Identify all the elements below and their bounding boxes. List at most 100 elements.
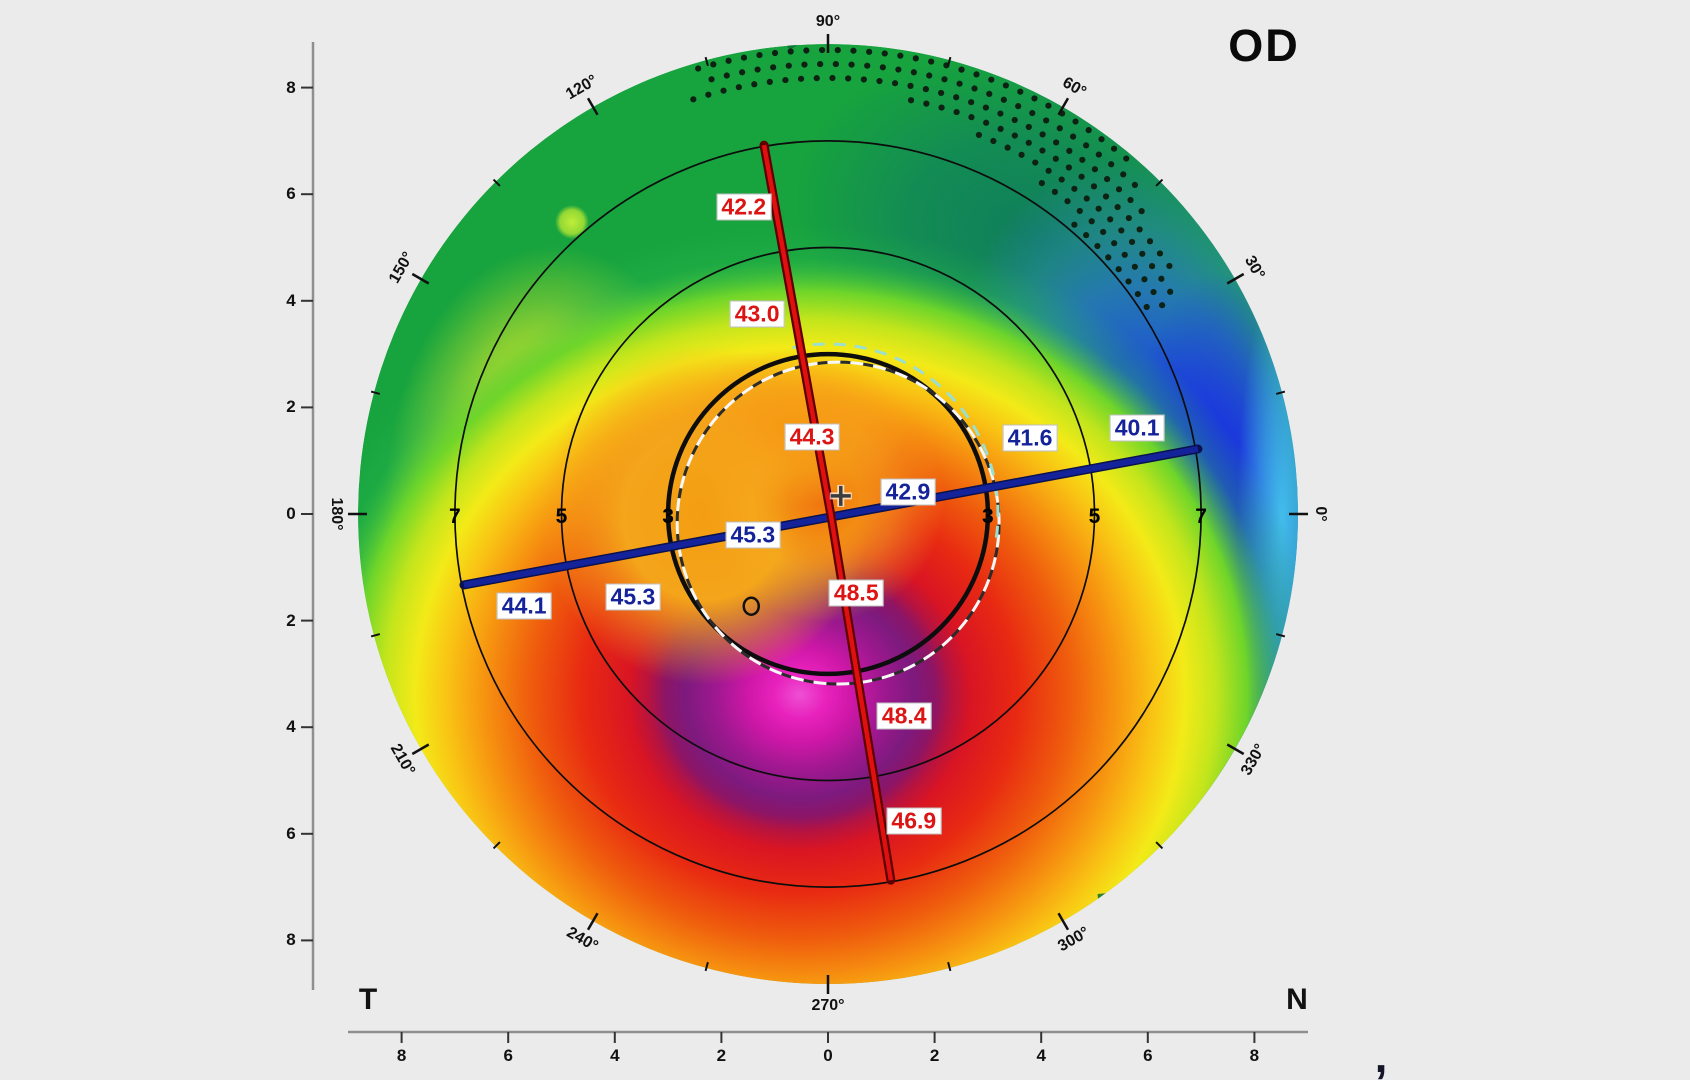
extrapolation-dot bbox=[895, 66, 902, 73]
extrapolation-dot bbox=[1039, 131, 1046, 138]
extrapolation-dot bbox=[751, 81, 758, 88]
extrapolation-dot bbox=[1095, 205, 1102, 212]
extrapolation-dot bbox=[1018, 151, 1025, 158]
extrapolation-dot bbox=[1053, 139, 1060, 146]
extrapolation-dot bbox=[910, 69, 917, 76]
extrapolation-dot bbox=[1115, 266, 1122, 273]
extrapolation-dot bbox=[1118, 227, 1125, 234]
extrapolation-dot bbox=[1094, 242, 1101, 250]
extrapolation-dot bbox=[860, 76, 867, 83]
angle-tick-60 bbox=[1057, 97, 1070, 116]
extrapolation-dot bbox=[770, 64, 777, 71]
extrapolation-dot bbox=[1069, 133, 1077, 140]
extrapolation-dot bbox=[1045, 102, 1052, 109]
zone-ring-7mm bbox=[454, 140, 1202, 888]
extrapolation-dot bbox=[1088, 218, 1095, 225]
pupil-dash-white bbox=[675, 360, 1001, 686]
extrapolation-dot bbox=[1120, 171, 1127, 178]
angle-tick-120 bbox=[586, 97, 599, 116]
extrapolation-dot bbox=[956, 80, 963, 87]
extrapolation-dot bbox=[1141, 276, 1148, 283]
extrapolation-dot bbox=[881, 50, 888, 57]
extrapolation-dot bbox=[973, 71, 980, 78]
extrapolation-dot bbox=[1131, 181, 1138, 188]
extrapolation-dot bbox=[797, 75, 805, 82]
extrapolation-dot bbox=[1025, 123, 1032, 131]
extrapolation-dot bbox=[705, 91, 712, 98]
extrapolation-dot bbox=[1102, 193, 1110, 200]
extrapolation-dot bbox=[1131, 263, 1138, 270]
extrapolation-dot bbox=[1043, 117, 1050, 124]
extrapolation-dot bbox=[720, 87, 727, 94]
extrapolation-dot bbox=[997, 110, 1004, 117]
extrapolation-dot bbox=[801, 61, 808, 68]
extrapolated-data-dots bbox=[690, 46, 1174, 311]
extrapolation-dot bbox=[1090, 183, 1098, 190]
extrapolation-dot bbox=[1029, 109, 1036, 117]
extrapolation-dot bbox=[1146, 238, 1154, 245]
extrapolation-dot bbox=[818, 46, 826, 54]
extrapolation-dot bbox=[829, 74, 836, 82]
extrapolation-dot bbox=[1058, 176, 1065, 183]
extrapolation-dot bbox=[975, 131, 982, 139]
extrapolation-dot bbox=[1098, 136, 1105, 143]
steep-meridian-line bbox=[761, 144, 894, 881]
extrapolation-dot bbox=[1139, 250, 1146, 257]
extrapolation-dot bbox=[834, 47, 841, 54]
meridian-lines bbox=[459, 140, 1203, 885]
extrapolation-dot bbox=[1052, 155, 1059, 162]
extrapolation-dot bbox=[771, 49, 779, 57]
extrapolation-dot bbox=[1000, 96, 1007, 103]
extrapolation-dot bbox=[1045, 167, 1052, 174]
extrapolation-dot bbox=[997, 125, 1004, 133]
extrapolation-dot bbox=[1121, 251, 1128, 258]
angle-tick-345 bbox=[1275, 633, 1286, 638]
angle-tick-330 bbox=[1226, 743, 1245, 756]
extrapolation-dot bbox=[1148, 263, 1156, 270]
extrapolation-dot bbox=[1085, 127, 1092, 134]
extrapolation-dot bbox=[845, 75, 852, 82]
extrapolation-dot bbox=[907, 97, 915, 104]
extrapolation-dot bbox=[926, 72, 933, 79]
curvature-color-field bbox=[358, 44, 1298, 984]
extrapolation-dot bbox=[735, 84, 742, 91]
extrapolation-dot bbox=[1011, 132, 1018, 139]
extrapolation-dot bbox=[891, 80, 899, 87]
extrapolation-dot bbox=[850, 47, 857, 54]
angle-tick-300 bbox=[1057, 912, 1070, 931]
extrapolation-dot bbox=[723, 72, 730, 79]
extrapolation-dot bbox=[1105, 254, 1112, 261]
extrapolation-dot bbox=[1056, 125, 1063, 132]
zone-ring-5mm bbox=[560, 246, 1096, 782]
extrapolation-dot bbox=[1134, 290, 1141, 298]
extrapolation-dot bbox=[1002, 82, 1009, 89]
extrapolation-dot bbox=[1083, 142, 1090, 149]
extrapolation-dot bbox=[1166, 262, 1173, 270]
extrapolation-dot bbox=[1100, 228, 1107, 236]
extrapolation-dot bbox=[938, 104, 945, 111]
angle-tick-150 bbox=[411, 272, 430, 285]
extrapolation-dot bbox=[968, 99, 975, 106]
axis-lines bbox=[301, 42, 1308, 1043]
extrapolation-dot bbox=[1115, 186, 1123, 193]
extrapolation-dot bbox=[988, 76, 995, 83]
extrapolation-dot bbox=[1104, 175, 1111, 183]
extrapolation-dot bbox=[754, 66, 761, 73]
extrapolation-dot bbox=[1114, 203, 1121, 211]
upper-orange-zone bbox=[677, 350, 907, 506]
extrapolation-dot bbox=[740, 54, 748, 61]
extrapolation-dot bbox=[832, 60, 839, 68]
extrapolation-dot bbox=[907, 82, 914, 89]
extrapolation-dot bbox=[928, 58, 935, 65]
extrapolation-dot bbox=[1138, 208, 1145, 215]
extrapolation-dot bbox=[876, 77, 883, 85]
angle-tick-75 bbox=[947, 56, 952, 67]
extrapolation-dot bbox=[1111, 240, 1118, 247]
extrapolation-dot bbox=[725, 57, 732, 64]
extrapolation-dot bbox=[968, 114, 975, 121]
extrapolation-dot bbox=[695, 65, 702, 72]
extrapolation-dot bbox=[1125, 214, 1132, 222]
extrapolation-dot bbox=[1071, 221, 1078, 228]
zone-ring-3mm bbox=[665, 351, 991, 677]
